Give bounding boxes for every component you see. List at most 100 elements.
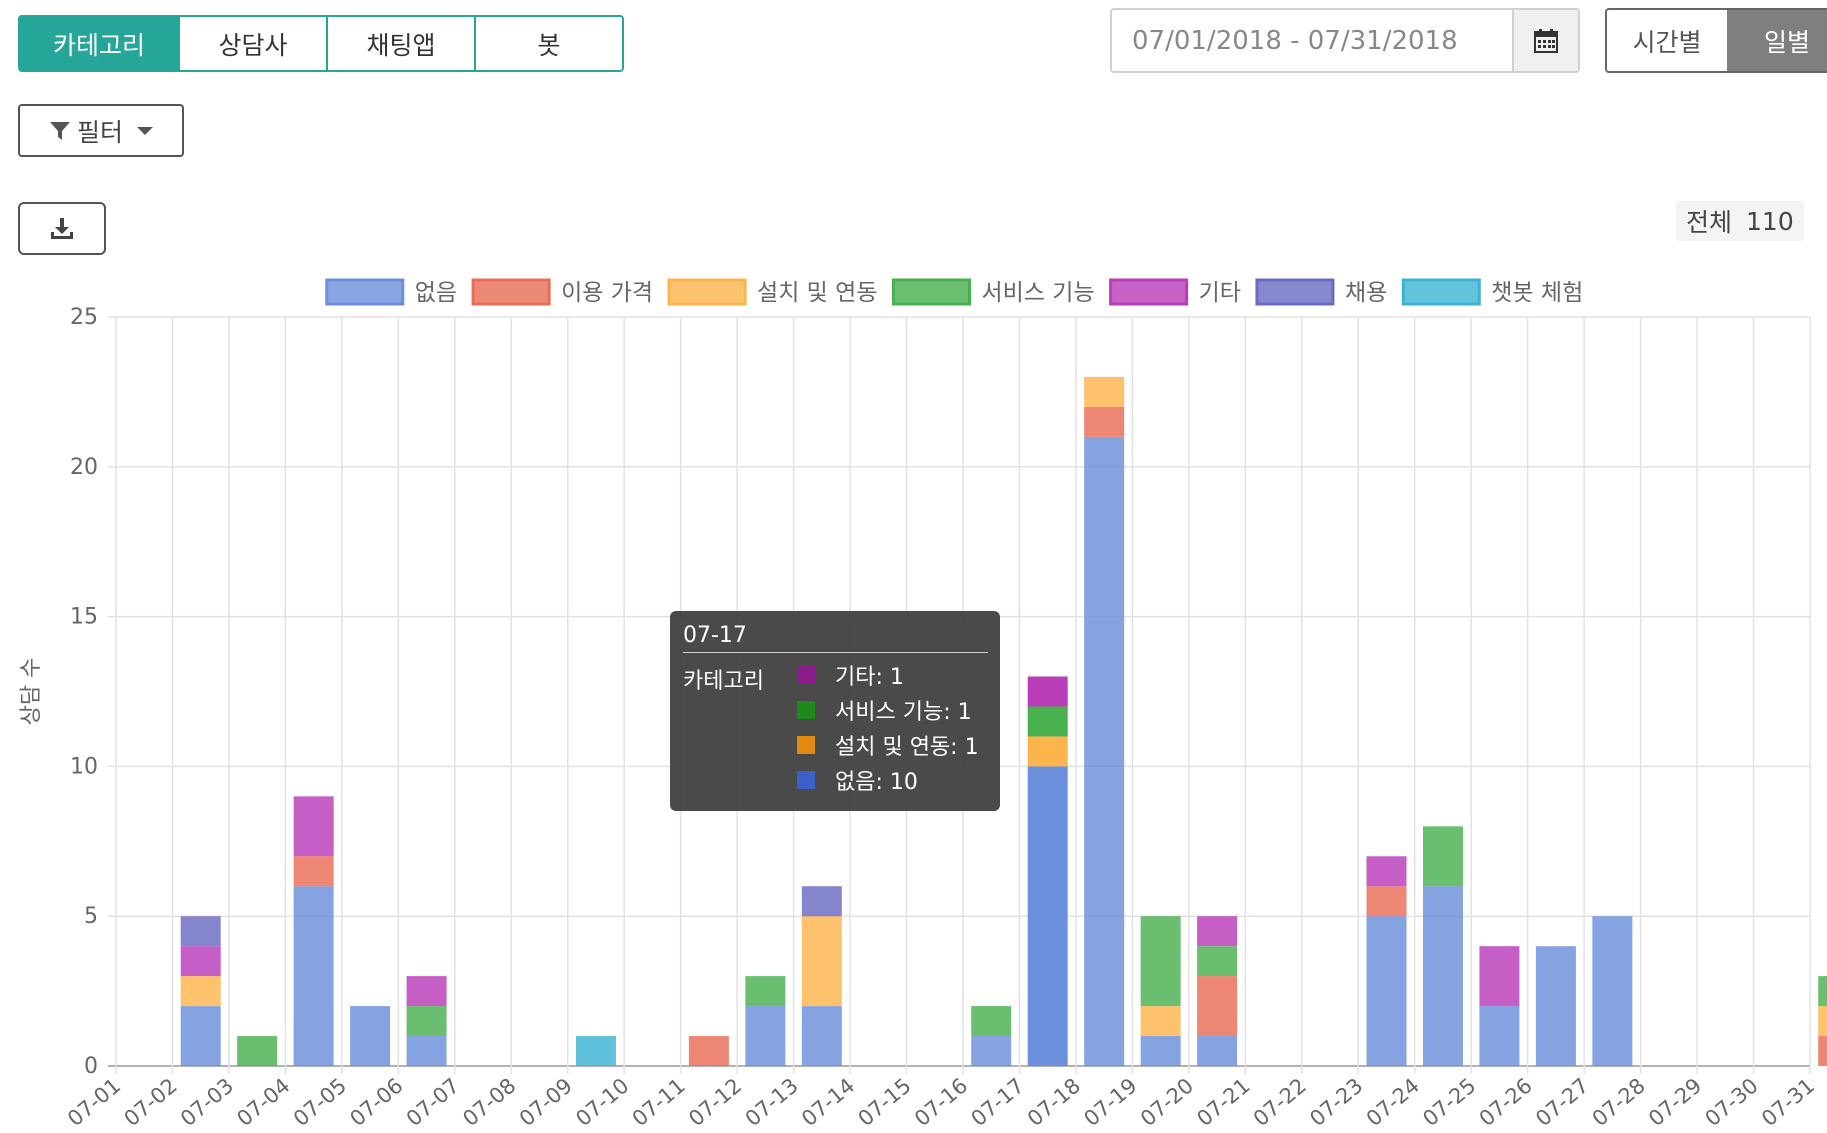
legend-label: 없음	[415, 280, 457, 306]
x-tick-label: 07-25	[1418, 1073, 1480, 1131]
period-hourly-button[interactable]: 시간별	[1607, 10, 1727, 71]
x-tick-label: 07-09	[515, 1073, 577, 1131]
bar-segment	[971, 1006, 1012, 1037]
calendar-icon	[1534, 28, 1558, 53]
tooltip-swatch	[797, 700, 815, 719]
tab-agent[interactable]: 상담사	[178, 17, 326, 70]
tooltip-label: 카테고리	[683, 669, 764, 694]
x-tick-label: 07-11	[628, 1073, 690, 1131]
x-tick-label: 07-15	[854, 1073, 916, 1131]
legend-item: 없음	[325, 278, 457, 306]
legend-swatch	[1401, 278, 1481, 306]
legend-item: 설치 및 연동	[667, 278, 877, 306]
bar-segment	[350, 1006, 391, 1066]
x-tick-label: 07-19	[1079, 1073, 1141, 1131]
category-tab-group: 카테고리 상담사 채팅앱 봇	[18, 15, 624, 72]
bar-segment	[1197, 1036, 1238, 1066]
x-tick-label: 07-17	[967, 1073, 1029, 1131]
total-value: 110	[1746, 206, 1794, 236]
legend-item: 기타	[1109, 278, 1241, 306]
legend-item: 채용	[1255, 278, 1387, 306]
x-tick-label: 07-27	[1531, 1073, 1593, 1131]
chevron-down-icon	[137, 126, 153, 135]
x-tick-label: 07-06	[345, 1073, 407, 1131]
bar-segment	[1818, 1036, 1827, 1066]
bar-segment	[180, 946, 221, 977]
tooltip-item-text: 없음: 10	[835, 769, 918, 795]
legend-label: 이용 가격	[561, 280, 653, 306]
y-tick-label: 5	[84, 904, 98, 929]
legend-item: 이용 가격	[471, 278, 653, 306]
legend-label: 설치 및 연동	[757, 280, 877, 306]
bar-segment	[1084, 376, 1125, 407]
x-tick-label: 07-21	[1192, 1073, 1254, 1131]
tab-category[interactable]: 카테고리	[20, 17, 178, 70]
legend-swatch	[1255, 278, 1335, 306]
x-tick-label: 07-03	[176, 1073, 238, 1131]
bar-segment	[1479, 946, 1520, 1007]
date-range-input[interactable]: 07/01/2018 - 07/31/2018	[1132, 25, 1458, 56]
bar-segment	[575, 1036, 616, 1066]
bar-segment	[745, 1006, 786, 1066]
bar-segment	[1027, 736, 1068, 767]
x-tick-label: 07-12	[684, 1073, 746, 1131]
tooltip-item: 설치 및 연동: 1	[797, 727, 979, 762]
bar-segment	[1422, 826, 1463, 887]
x-tick-label: 07-13	[741, 1073, 803, 1131]
legend-item: 서비스 기능	[891, 278, 1095, 306]
y-tick-label: 10	[70, 754, 98, 779]
tab-chat-app[interactable]: 채팅앱	[326, 17, 474, 70]
bar-segment	[1366, 886, 1407, 917]
chart-tooltip: 07-17 카테고리 기타: 1 서비스 기능: 1 설치 및 연동: 1 없음…	[670, 611, 1000, 811]
tooltip-item-text: 기타: 1	[835, 664, 904, 690]
x-tick-label: 07-24	[1362, 1073, 1424, 1131]
tooltip-item-text: 설치 및 연동: 1	[835, 734, 979, 760]
bar-segment	[237, 1036, 278, 1066]
bar-segment	[180, 1006, 221, 1066]
bar-segment	[1140, 1006, 1181, 1037]
tooltip-item: 없음: 10	[797, 762, 979, 797]
x-tick-label: 07-07	[402, 1073, 464, 1131]
x-tick-label: 07-28	[1588, 1073, 1650, 1131]
legend-item: 챗봇 체험	[1401, 278, 1583, 306]
download-button[interactable]	[18, 202, 106, 255]
chart-legend: 없음 이용 가격 설치 및 연동 서비스 기능 기타 채용 챗봇 체험	[325, 278, 1583, 306]
legend-label: 기타	[1199, 280, 1241, 306]
bar-segment	[180, 916, 221, 947]
bar-segment	[1197, 946, 1238, 977]
bar-segment	[1084, 406, 1125, 437]
x-tick-label: 07-26	[1475, 1073, 1537, 1131]
tab-bot[interactable]: 봇	[474, 17, 622, 70]
calendar-button[interactable]	[1512, 10, 1578, 71]
stacked-bar-chart: 0 5 10 15 20 25 07-0107-0207-0307-0407-0507-06…	[19, 278, 1827, 1131]
y-tick-label: 25	[70, 305, 98, 330]
bar-segment	[801, 916, 842, 1007]
bar-segment	[1140, 916, 1181, 1007]
bar-segment	[801, 886, 842, 917]
date-range-picker[interactable]: 07/01/2018 - 07/31/2018	[1110, 8, 1580, 73]
bar-segment	[293, 886, 334, 1066]
x-tick-label: 07-10	[571, 1073, 633, 1131]
legend-swatch	[891, 278, 971, 306]
bar-segment	[406, 1006, 447, 1037]
bar-segment	[1818, 976, 1827, 1007]
filter-button[interactable]: 필터	[18, 104, 184, 157]
total-badge: 전체 110	[1676, 201, 1804, 241]
y-axis-label: 상담 수	[19, 658, 44, 726]
y-tick-label: 20	[70, 455, 98, 480]
bar-segment	[1592, 916, 1633, 1066]
period-daily-button[interactable]: 일별	[1727, 10, 1827, 71]
x-tick-label: 07-16	[910, 1073, 972, 1131]
x-tick-label: 07-01	[63, 1073, 125, 1131]
x-tick-label: 07-31	[1757, 1073, 1819, 1131]
download-icon	[51, 217, 73, 239]
period-toggle: 시간별 일별	[1605, 8, 1827, 73]
bar-segment	[1197, 976, 1238, 1037]
legend-swatch	[667, 278, 747, 306]
legend-label: 서비스 기능	[981, 280, 1094, 306]
bar-segment	[1535, 946, 1576, 1066]
x-tick-label: 07-05	[289, 1073, 351, 1131]
tooltip-swatch	[797, 770, 815, 789]
y-tick-label: 0	[84, 1054, 98, 1079]
bar-segment	[406, 976, 447, 1007]
